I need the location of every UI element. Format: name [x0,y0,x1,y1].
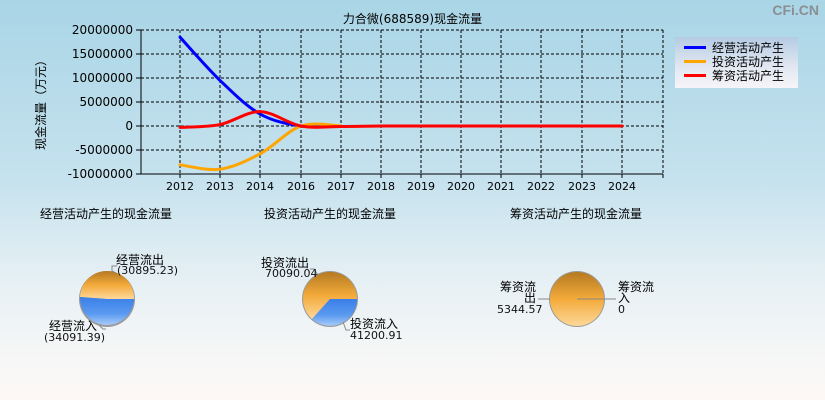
pie-slice-inflow [312,299,357,326]
svg-text:-5000000: -5000000 [75,143,133,157]
legend-item-financing: 筹资活动产生 [684,68,785,83]
svg-text:2023: 2023 [568,180,596,193]
pie-title-investing: 投资活动产生的现金流量 [264,207,397,221]
y-axis-ticks: 20000000 15000000 10000000 5000000 0 -5000000… [68,23,141,181]
svg-text:0: 0 [125,119,133,133]
svg-text:20000000: 20000000 [72,23,133,37]
legend-swatch-red [684,73,706,77]
chart-title: 力合微(688589)现金流量 [342,12,483,26]
legend-swatch-blue [684,45,706,49]
pie-title-operating: 经营活动产生的现金流量 [40,207,173,221]
line-series-financing [178,110,624,129]
legend-label: 筹资活动产生 [712,68,785,83]
svg-text:5000000: 5000000 [80,95,133,109]
pie-operating [79,265,135,330]
legend-swatch-orange [684,59,706,63]
pie-label-operating-out: 经营流出 [116,253,165,267]
legend-label: 经营活动产生 [712,40,785,55]
svg-text:10000000: 10000000 [72,71,133,85]
pie-title-financing: 筹资活动产生的现金流量 [510,207,643,221]
legend-item-investing: 投资活动产生 [684,54,785,69]
svg-text:15000000: 15000000 [72,47,133,61]
pie-slice-outflow [303,271,358,319]
pie-financing [538,271,616,327]
watermark-logo: CFi.CN [772,2,819,18]
svg-text:2013: 2013 [206,180,234,193]
legend-label: 投资活动产生 [712,54,785,69]
chart-lines [178,35,624,172]
line-series-investing [178,122,343,172]
pie-label-financing-out-2: 出 [524,291,537,305]
pie-value-financing-in: 0 [618,303,625,316]
pie-label-operating-in: 经营流入 [49,319,98,333]
svg-text:2021: 2021 [487,180,515,193]
pie-label-investing-in: 投资流入 [350,317,399,331]
pie-value-investing-in: 41200.91 [350,329,403,342]
pie-label-investing-out: 投资流出 [261,256,310,270]
svg-text:-10000000: -10000000 [68,167,133,181]
pie-value-operating-out: (30895.23) [117,264,179,277]
pie-label-financing-out: 筹资流 [500,280,537,294]
x-axis-ticks: 2012 2013 2014 2016 2017 2018 2019 2020 2021 2022… [166,174,664,193]
svg-text:2012: 2012 [166,180,194,193]
pie-label-financing-in: 筹资流 [618,280,655,294]
pie-investing [302,268,358,331]
pie-slice-outflow [80,270,135,299]
svg-text:2016: 2016 [287,180,315,193]
svg-text:2018: 2018 [367,180,395,193]
svg-text:2024: 2024 [608,180,636,193]
chart-legend: 经营活动产生 投资活动产生 筹资活动产生 [675,37,798,88]
svg-text:2022: 2022 [527,180,555,193]
pie-label-financing-in-2: 入 [618,291,631,305]
pie-value-investing-out: 70090.04 [265,267,318,280]
legend-item-operating: 经营活动产生 [684,40,785,55]
svg-text:2020: 2020 [447,180,475,193]
svg-text:2019: 2019 [407,180,435,193]
pie-slice-inflow [79,297,134,326]
pie-value-operating-in: (34091.39) [44,331,106,344]
svg-text:2014: 2014 [246,180,274,193]
line-chart: 20000000 15000000 10000000 5000000 0 -5000000… [68,23,664,193]
pie-value-financing-out: 5344.57 [497,303,543,316]
svg-text:2017: 2017 [327,180,355,193]
